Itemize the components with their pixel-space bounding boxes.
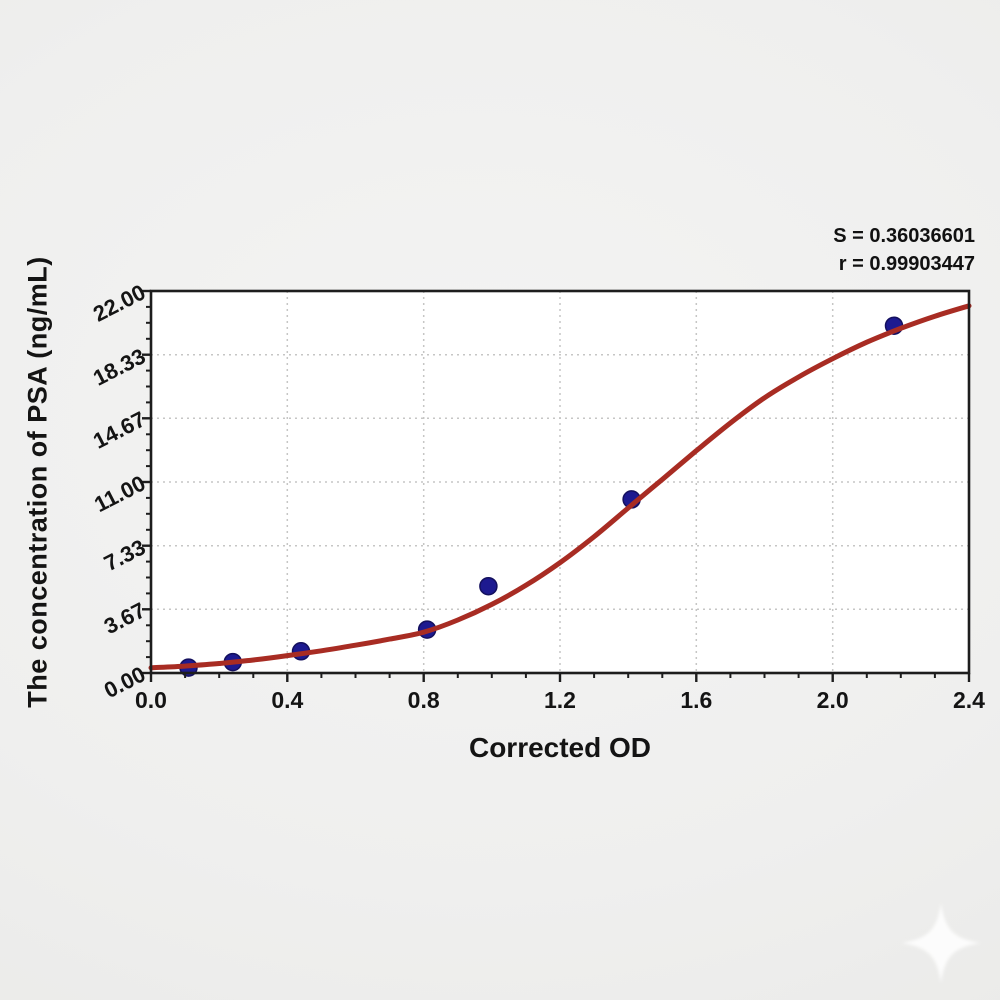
x-tick-label: 1.2: [544, 687, 576, 713]
x-tick-label: 0.4: [271, 687, 304, 713]
stats-s-value: S = 0.36036601: [833, 225, 975, 247]
fit-curve: [148, 303, 972, 671]
x-axis-title: Corrected OD: [468, 732, 652, 763]
sparkle-watermark-icon: [899, 901, 983, 985]
stats-annotation: S = 0.36036601 r = 0.99903447: [833, 222, 975, 278]
x-tick-label: 1.6: [680, 687, 713, 713]
x-tick-label: 0.0: [135, 687, 167, 713]
data-point: [479, 576, 498, 596]
x-tick-label: 0.8: [407, 687, 440, 713]
x-tick-label: 2.0: [816, 687, 849, 713]
x-tick-label: 2.4: [953, 687, 985, 713]
stats-r-value: r = 0.99903447: [838, 253, 975, 275]
